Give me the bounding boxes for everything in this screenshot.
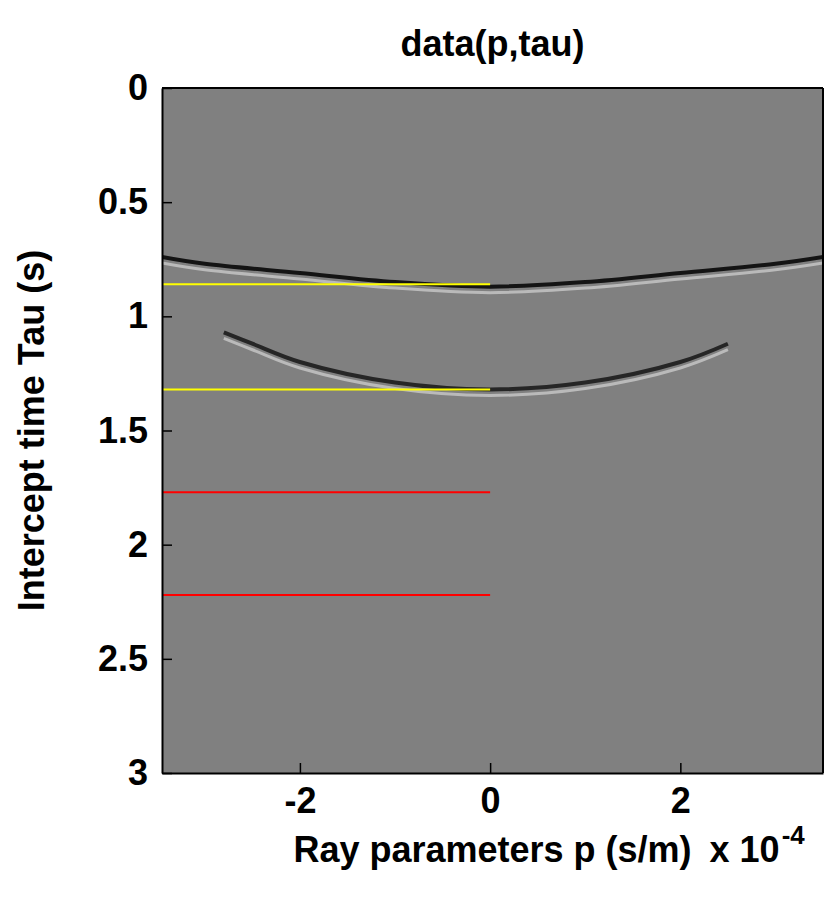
frame bbox=[822, 88, 824, 773]
title: data(p,tau) bbox=[401, 23, 585, 64]
y-tick-mark bbox=[162, 659, 172, 661]
frame bbox=[162, 87, 823, 89]
y-tick: 3 bbox=[128, 752, 172, 793]
pick-line bbox=[162, 283, 490, 285]
chart: -2 0 2 0 0.5 1 1.5 2 2.5 3 data(p,tau) Intercept ti… bbox=[0, 0, 829, 909]
y-tick-mark bbox=[162, 430, 172, 432]
y-tick: 0.5 bbox=[98, 181, 172, 222]
x-tick-label: 0 bbox=[481, 780, 501, 821]
y-tick-label: 3 bbox=[128, 752, 148, 793]
x-tick: -2 bbox=[284, 763, 316, 821]
y-tick-label: 0.5 bbox=[98, 181, 148, 222]
plot-background bbox=[162, 88, 823, 773]
pick-line bbox=[162, 594, 490, 596]
y-tick-label: 1 bbox=[128, 295, 148, 336]
y-tick-mark bbox=[162, 773, 172, 775]
x-tick-mark bbox=[300, 763, 302, 773]
x-tick-mark bbox=[490, 763, 492, 773]
y-tick: 2 bbox=[128, 524, 172, 565]
y-tick-mark bbox=[162, 544, 172, 546]
y-axis-title: Intercept time Tau (s) bbox=[11, 250, 52, 611]
marks bbox=[162, 257, 823, 595]
x-axis-title: Ray parameters p (s/m) bbox=[293, 829, 691, 870]
y-tick-mark bbox=[162, 202, 172, 204]
y-tick-label: 2.5 bbox=[98, 638, 148, 679]
event-sidelobe bbox=[224, 338, 728, 395]
y-tick-mark bbox=[162, 88, 172, 90]
y-tick: 2.5 bbox=[98, 638, 172, 679]
y-tick-label: 0 bbox=[128, 67, 148, 108]
y-tick-label: 2 bbox=[128, 524, 148, 565]
x-tick-label: -2 bbox=[284, 780, 316, 821]
y-axis: 0 0.5 1 1.5 2 2.5 3 bbox=[98, 67, 172, 793]
x-tick: 2 bbox=[671, 763, 691, 821]
x-tick-mark bbox=[680, 763, 682, 773]
axis-multiplier: x 10 bbox=[710, 829, 780, 870]
pick-line bbox=[162, 388, 490, 390]
pick-line bbox=[162, 491, 490, 493]
y-tick-mark bbox=[162, 316, 172, 318]
event-curve bbox=[224, 332, 728, 389]
y-tick: 0 bbox=[128, 67, 172, 108]
x-axis: -2 0 2 bbox=[163, 763, 824, 821]
x-tick: 0 bbox=[481, 763, 501, 821]
event-curve bbox=[162, 257, 823, 287]
x-axis-line bbox=[163, 773, 824, 775]
y-tick-label: 1.5 bbox=[98, 410, 148, 451]
x-tick-label: 2 bbox=[671, 780, 691, 821]
y-tick: 1.5 bbox=[98, 410, 172, 451]
y-tick: 1 bbox=[128, 295, 172, 336]
axis-multiplier-exponent: -4 bbox=[782, 821, 806, 849]
